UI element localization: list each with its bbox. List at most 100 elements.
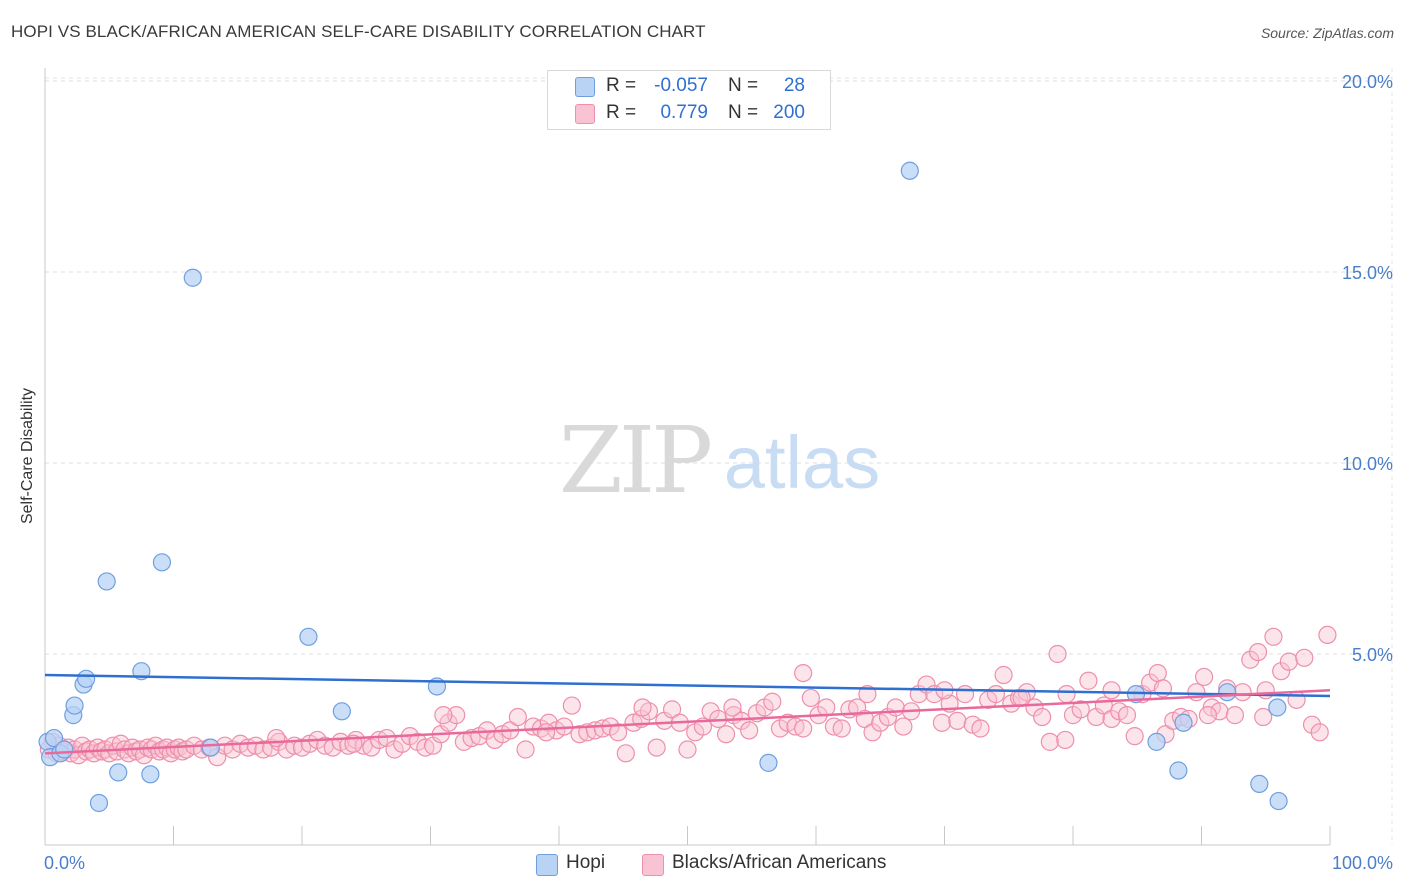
legend-hopi-n-value: 28	[783, 75, 805, 96]
point-black	[794, 719, 813, 738]
y-tick-label: 20.0%	[1342, 72, 1393, 92]
point-black	[955, 685, 975, 704]
trend-lines	[44, 673, 1331, 755]
point-hopi	[1250, 774, 1269, 793]
point-black	[1302, 715, 1322, 734]
point-black	[537, 723, 556, 742]
point-hopi	[759, 753, 778, 772]
point-black	[1318, 625, 1337, 645]
legend-hopi-n-label: N =	[728, 75, 759, 96]
point-hopi	[141, 765, 160, 784]
point-hopi	[183, 268, 202, 287]
point-black	[1102, 681, 1121, 700]
stats-legend: R = -0.057 N = 28 R = 0.779 N = 200	[547, 70, 831, 130]
point-hopi	[1169, 761, 1188, 780]
legend-swatch-black	[575, 104, 595, 124]
point-black	[740, 721, 759, 740]
point-black	[633, 698, 652, 717]
gridlines	[45, 68, 1393, 845]
point-hopi	[65, 696, 84, 715]
point-black	[1233, 683, 1252, 702]
point-black	[1241, 650, 1260, 669]
legend-bottom-swatch-black	[642, 854, 664, 876]
point-black	[986, 685, 1006, 704]
point-black	[1040, 732, 1059, 751]
point-black	[1102, 709, 1121, 729]
watermark: ZIP atlas	[559, 407, 880, 514]
point-black	[1198, 706, 1218, 725]
point-black	[434, 706, 453, 725]
point-black	[267, 728, 286, 748]
legend-black-r-value: 0.779	[660, 102, 708, 123]
legend-hopi-r-value: -0.057	[654, 75, 708, 96]
point-hopi	[1269, 791, 1288, 811]
source-credit: Source: ZipAtlas.com	[1260, 25, 1394, 41]
point-black	[855, 709, 874, 729]
point-hopi	[89, 793, 109, 813]
point-hopi	[152, 553, 172, 572]
point-black	[1210, 702, 1229, 721]
x-tick-label: 0.0%	[44, 853, 85, 873]
point-black	[801, 688, 820, 708]
point-black	[1117, 706, 1137, 725]
point-black	[863, 723, 882, 742]
point-black	[716, 725, 736, 744]
point-black	[732, 711, 751, 730]
legend-bottom-swatch-hopi	[536, 854, 558, 876]
point-hopi	[109, 763, 128, 782]
point-hopi	[97, 572, 116, 591]
trend-line-hopi	[44, 673, 1331, 698]
point-hopi	[299, 627, 318, 646]
legend-bottom-hopi: Hopi	[566, 852, 606, 873]
axes	[44, 68, 1331, 846]
y-tick-label: 10.0%	[1342, 454, 1393, 474]
point-black	[1254, 707, 1273, 727]
point-black	[1264, 627, 1283, 646]
point-hopi	[1174, 713, 1193, 732]
point-black	[1287, 690, 1306, 709]
point-black	[1194, 667, 1214, 687]
point-hopi	[332, 702, 351, 721]
trend-line-black	[44, 689, 1331, 755]
point-black	[932, 713, 952, 732]
point-black	[1148, 663, 1167, 683]
point-black	[562, 696, 581, 715]
point-hopi	[77, 669, 96, 688]
point-hopi	[201, 738, 220, 757]
point-hopi	[1218, 683, 1237, 702]
point-hopi	[900, 161, 919, 180]
point-black	[763, 692, 782, 711]
point-black	[886, 698, 905, 717]
point-black	[858, 685, 877, 704]
point-black	[1272, 662, 1291, 681]
point-black	[894, 717, 913, 736]
y-tick-label: 5.0%	[1352, 645, 1393, 665]
point-hopi	[44, 728, 64, 748]
point-black	[1048, 644, 1067, 664]
point-black	[609, 723, 628, 742]
chart-title: HOPI VS BLACK/AFRICAN AMERICAN SELF-CARE…	[11, 22, 706, 41]
point-black	[616, 744, 635, 763]
point-black	[1079, 671, 1098, 690]
point-black	[994, 665, 1013, 685]
watermark-zip: ZIP	[559, 407, 710, 514]
point-black	[1248, 642, 1268, 662]
point-black	[678, 740, 697, 759]
tick-labels: 5.0% 10.0% 15.0% 20.0% 0.0% 100.0%	[44, 72, 1393, 873]
point-black	[723, 698, 742, 717]
point-black	[971, 719, 990, 738]
legend-swatch-hopi	[575, 77, 595, 97]
point-black	[447, 706, 466, 725]
point-black	[1057, 685, 1076, 704]
point-black	[362, 738, 381, 757]
point-black	[1295, 648, 1314, 667]
point-black	[794, 663, 813, 683]
point-black	[1125, 727, 1144, 746]
point-black	[817, 698, 836, 717]
point-black	[1056, 730, 1075, 750]
legend-bottom-black: Blacks/African Americans	[672, 852, 887, 873]
point-black	[832, 719, 851, 738]
point-black	[516, 740, 535, 759]
legend-hopi-r-label: R =	[606, 75, 637, 96]
point-black	[1310, 723, 1329, 742]
